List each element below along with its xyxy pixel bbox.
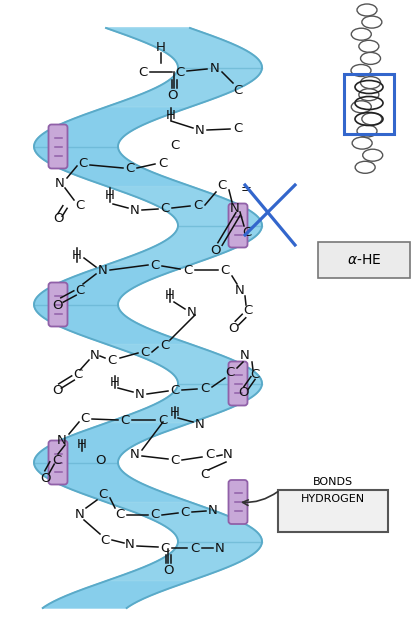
Text: N: N <box>195 418 205 431</box>
Text: N: N <box>130 449 140 462</box>
Text: C: C <box>158 156 168 169</box>
Text: H: H <box>77 439 87 452</box>
Text: N: N <box>55 177 65 190</box>
Text: H: H <box>105 188 115 201</box>
Text: N: N <box>208 504 218 517</box>
FancyBboxPatch shape <box>228 480 248 524</box>
Text: C: C <box>176 66 185 78</box>
Text: O: O <box>238 386 248 399</box>
Text: C: C <box>120 413 130 426</box>
Text: C: C <box>161 541 170 554</box>
Text: C: C <box>233 122 243 135</box>
Text: C: C <box>158 413 168 426</box>
Text: C: C <box>218 179 227 192</box>
FancyBboxPatch shape <box>318 242 410 278</box>
Text: C: C <box>139 66 148 78</box>
Text: C: C <box>125 161 135 174</box>
Text: C: C <box>161 339 170 352</box>
Text: N: N <box>135 389 145 402</box>
Text: C: C <box>52 454 62 467</box>
Text: H: H <box>166 109 176 122</box>
Text: C: C <box>191 541 200 554</box>
Text: H: H <box>165 289 175 302</box>
Text: $\alpha$-HE: $\alpha$-HE <box>347 253 381 267</box>
Text: O: O <box>210 243 220 256</box>
Text: C: C <box>233 83 243 96</box>
Text: BONDS: BONDS <box>313 477 353 487</box>
Text: O: O <box>52 384 62 397</box>
Text: N: N <box>195 124 205 137</box>
Polygon shape <box>34 28 262 608</box>
Text: C: C <box>181 506 190 519</box>
Text: N: N <box>130 203 140 216</box>
Text: N: N <box>230 201 240 214</box>
Text: O: O <box>40 472 50 485</box>
Text: HYDROGEN: HYDROGEN <box>301 494 365 504</box>
Text: C: C <box>171 384 180 397</box>
FancyBboxPatch shape <box>49 124 67 169</box>
Text: C: C <box>183 263 193 276</box>
Text: C: C <box>206 449 215 462</box>
Text: H: H <box>110 376 120 389</box>
Text: N: N <box>187 305 197 318</box>
Text: N: N <box>223 449 233 462</box>
Text: C: C <box>171 138 180 151</box>
Text: C: C <box>201 381 210 394</box>
Text: C: C <box>98 488 108 501</box>
FancyBboxPatch shape <box>49 441 67 485</box>
Text: C: C <box>201 468 210 481</box>
Text: H: H <box>156 41 166 54</box>
FancyBboxPatch shape <box>49 282 67 326</box>
Text: =: = <box>240 184 252 197</box>
Text: O: O <box>95 454 105 467</box>
Text: C: C <box>243 303 253 316</box>
Text: O: O <box>53 211 63 224</box>
Text: N: N <box>240 349 250 362</box>
Text: C: C <box>115 509 125 522</box>
Text: C: C <box>78 156 88 169</box>
Text: N: N <box>125 538 135 551</box>
Text: C: C <box>75 198 84 211</box>
Text: O: O <box>163 564 173 577</box>
Text: C: C <box>75 284 84 297</box>
FancyBboxPatch shape <box>228 362 248 405</box>
Text: O: O <box>228 321 238 334</box>
Text: C: C <box>250 368 260 381</box>
Polygon shape <box>107 502 262 581</box>
Text: O: O <box>52 298 62 311</box>
FancyBboxPatch shape <box>228 203 248 247</box>
FancyBboxPatch shape <box>278 490 388 532</box>
Text: C: C <box>161 201 170 214</box>
Text: N: N <box>57 433 67 446</box>
Polygon shape <box>106 28 262 107</box>
Text: H: H <box>72 248 82 261</box>
Polygon shape <box>106 187 262 265</box>
Text: C: C <box>150 258 160 271</box>
Text: N: N <box>215 541 225 554</box>
Text: C: C <box>243 226 252 239</box>
Text: N: N <box>235 284 245 297</box>
Text: N: N <box>75 509 85 522</box>
Text: O: O <box>167 88 177 101</box>
Text: C: C <box>150 509 160 522</box>
Text: C: C <box>225 365 235 378</box>
Text: C: C <box>220 263 230 276</box>
Polygon shape <box>106 344 262 423</box>
Text: H: H <box>170 405 180 418</box>
Text: C: C <box>171 454 180 467</box>
Text: N: N <box>210 62 220 75</box>
Text: C: C <box>107 353 116 366</box>
Text: N: N <box>98 263 108 276</box>
Text: C: C <box>73 368 83 381</box>
Text: C: C <box>140 345 150 358</box>
Text: C: C <box>80 412 89 425</box>
Text: N: N <box>90 349 100 362</box>
Text: C: C <box>100 533 110 546</box>
Text: C: C <box>193 198 203 211</box>
